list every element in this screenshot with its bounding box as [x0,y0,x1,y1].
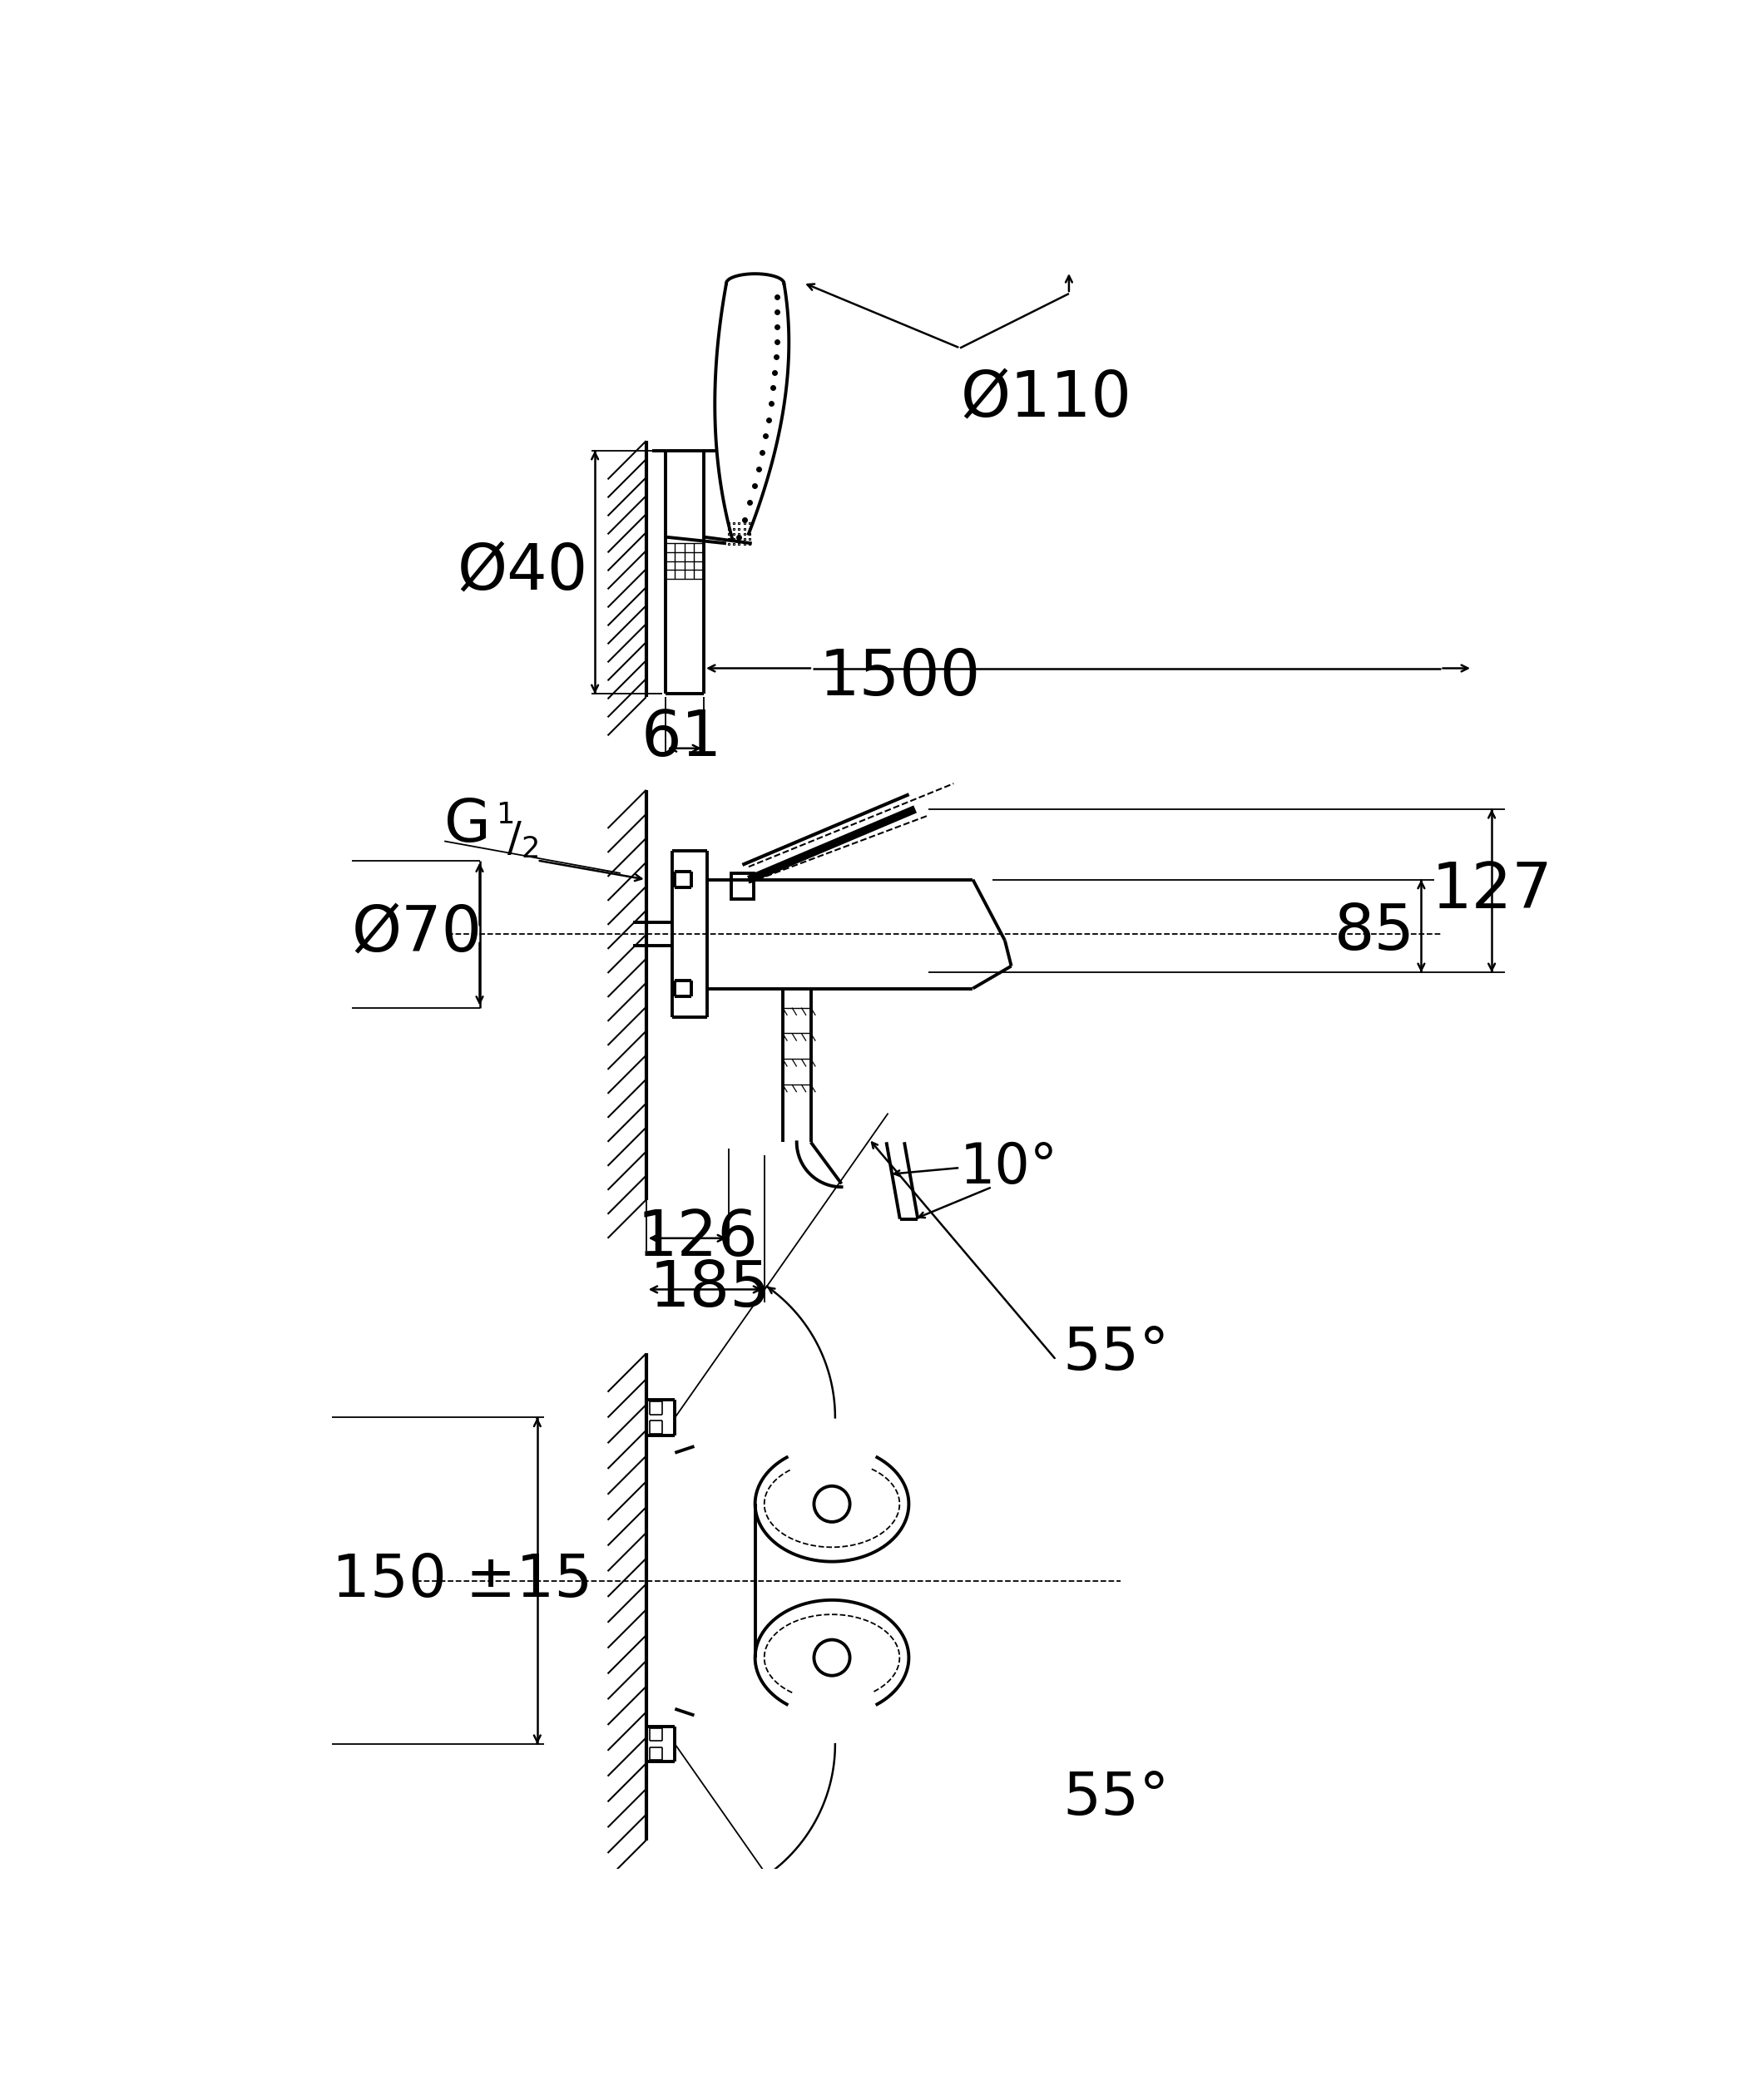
Text: Ø40: Ø40 [457,542,589,603]
Text: Ø110: Ø110 [960,368,1132,430]
Text: 85: 85 [1333,901,1416,964]
Text: 55°: 55° [1062,1325,1169,1382]
Text: $^{1}$: $^{1}$ [496,804,513,844]
Text: 150 ±15: 150 ±15 [333,1552,592,1609]
Text: 127: 127 [1431,859,1552,922]
Text: Ø70: Ø70 [352,903,482,964]
Text: $/_2$: $/_2$ [506,819,538,859]
Text: 185: 185 [650,1258,771,1321]
Text: 55°: 55° [1062,1770,1169,1827]
Text: 1500: 1500 [820,647,981,708]
Text: 126: 126 [636,1208,759,1268]
Text: 10°: 10° [960,1140,1058,1195]
Text: 61: 61 [641,708,722,769]
Text: G: G [445,796,491,855]
Bar [731,874,753,899]
